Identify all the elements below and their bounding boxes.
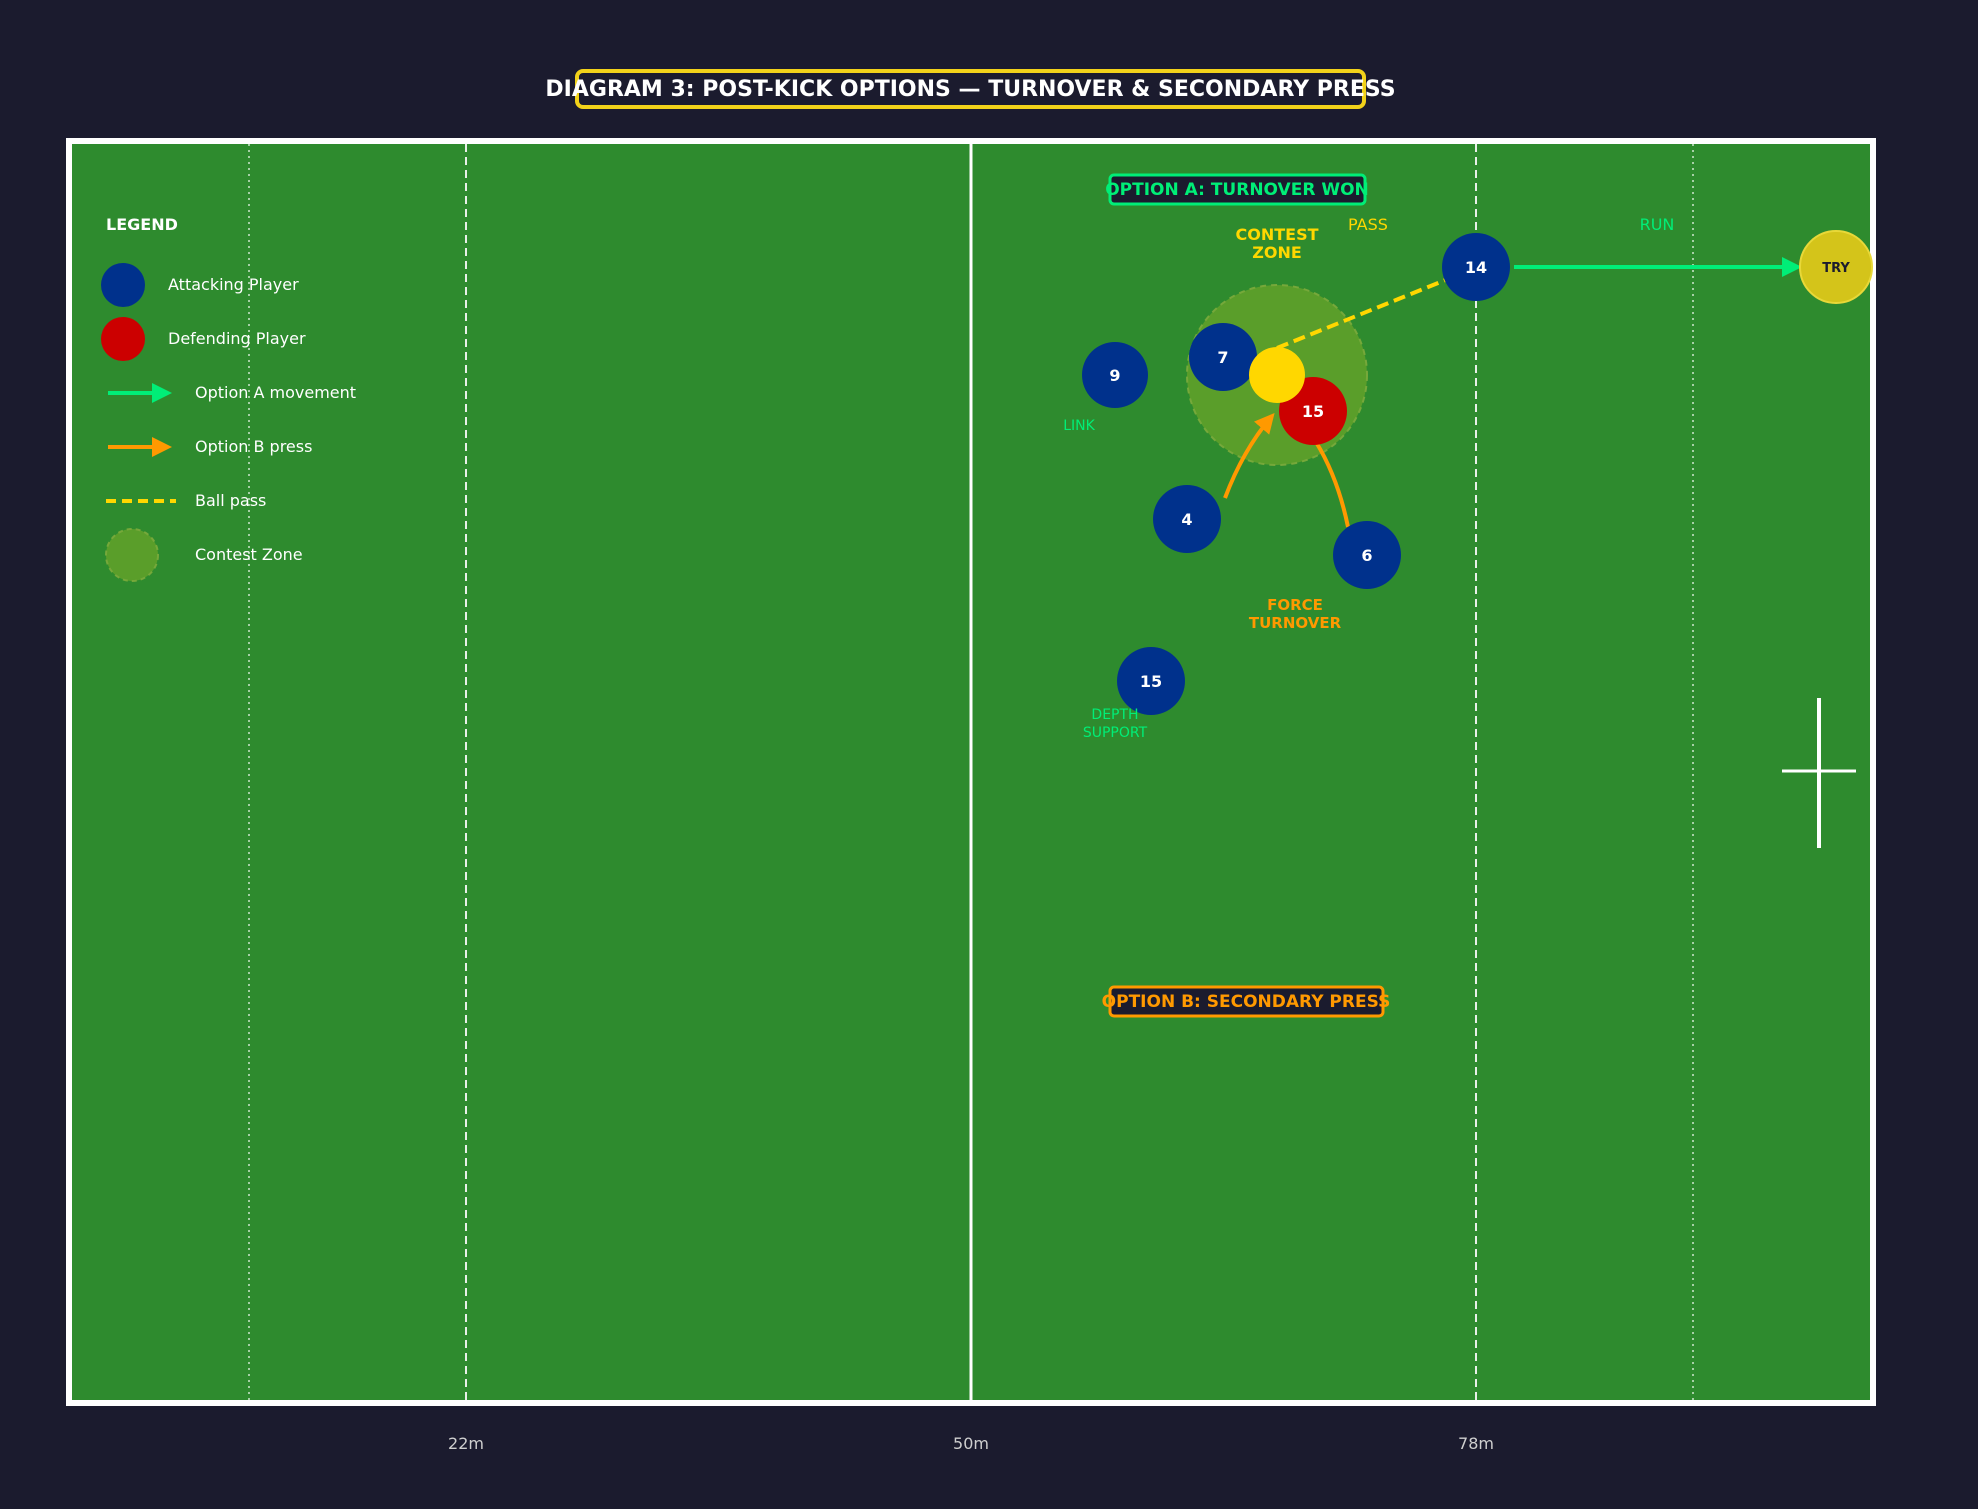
player-4-number: 4	[1181, 510, 1192, 529]
player-9: 9	[1082, 342, 1148, 408]
contest-zone-label-line2: ZONE	[1252, 243, 1302, 262]
force-turnover-line2: TURNOVER	[1249, 614, 1342, 632]
depth-support-line2: SUPPORT	[1083, 725, 1148, 741]
run-annotation: RUN	[1640, 215, 1675, 234]
depth-support-line1: DEPTH	[1091, 707, 1138, 723]
legend: LEGEND Attacking Player Defending Player…	[101, 215, 356, 582]
label-22m: 22m	[448, 1434, 484, 1453]
legend-attacking-label: Attacking Player	[168, 275, 299, 294]
ball	[1249, 347, 1305, 403]
label-78m: 78m	[1458, 1434, 1494, 1453]
option-b-press-arrow-4	[1223, 412, 1275, 499]
label-50m: 50m	[953, 1434, 989, 1453]
option-b-press-arrow-6	[1314, 440, 1350, 528]
player-6: 6	[1333, 521, 1401, 589]
legend-heading: LEGEND	[106, 215, 178, 234]
player-14: 14	[1442, 233, 1510, 301]
legend-option-b-label: Option B press	[195, 437, 312, 456]
player-4: 4	[1153, 485, 1221, 553]
option-b-box	[1108, 985, 1385, 1018]
legend-defending-swatch	[101, 317, 145, 361]
player-9-number: 9	[1109, 366, 1120, 385]
ball-pass-line	[1276, 277, 1449, 350]
goal-posts	[1782, 698, 1856, 848]
option-a-label: OPTION A: TURNOVER WON	[1105, 180, 1369, 200]
contest-zone-label-line1: CONTEST	[1235, 225, 1318, 244]
defender-15-number: 15	[1302, 402, 1324, 421]
diagram-title: DIAGRAM 3: POST-KICK OPTIONS — TURNOVER …	[545, 69, 1396, 109]
legend-pass-label: Ball pass	[195, 491, 266, 510]
player-7: 7	[1189, 323, 1257, 391]
legend-option-a-label: Option A movement	[195, 383, 356, 402]
force-turnover-line1: FORCE	[1267, 596, 1323, 614]
player-7-number: 7	[1217, 348, 1228, 367]
pass-annotation: PASS	[1348, 215, 1388, 234]
link-annotation: LINK	[1063, 418, 1095, 434]
option-b-label: OPTION B: SECONDARY PRESS	[1102, 992, 1391, 1012]
player-6-number: 6	[1361, 546, 1372, 565]
player-14-number: 14	[1465, 258, 1487, 277]
try-label: TRY	[1822, 261, 1850, 276]
try-marker: TRY	[1799, 230, 1873, 304]
option-a-box	[1108, 173, 1367, 206]
legend-zone-swatch	[105, 528, 159, 582]
player-15: 15	[1117, 647, 1185, 715]
legend-zone-label: Contest Zone	[195, 545, 303, 564]
legend-attacking-swatch	[101, 263, 145, 307]
player-15-number: 15	[1140, 672, 1162, 691]
legend-defending-label: Defending Player	[168, 329, 306, 348]
